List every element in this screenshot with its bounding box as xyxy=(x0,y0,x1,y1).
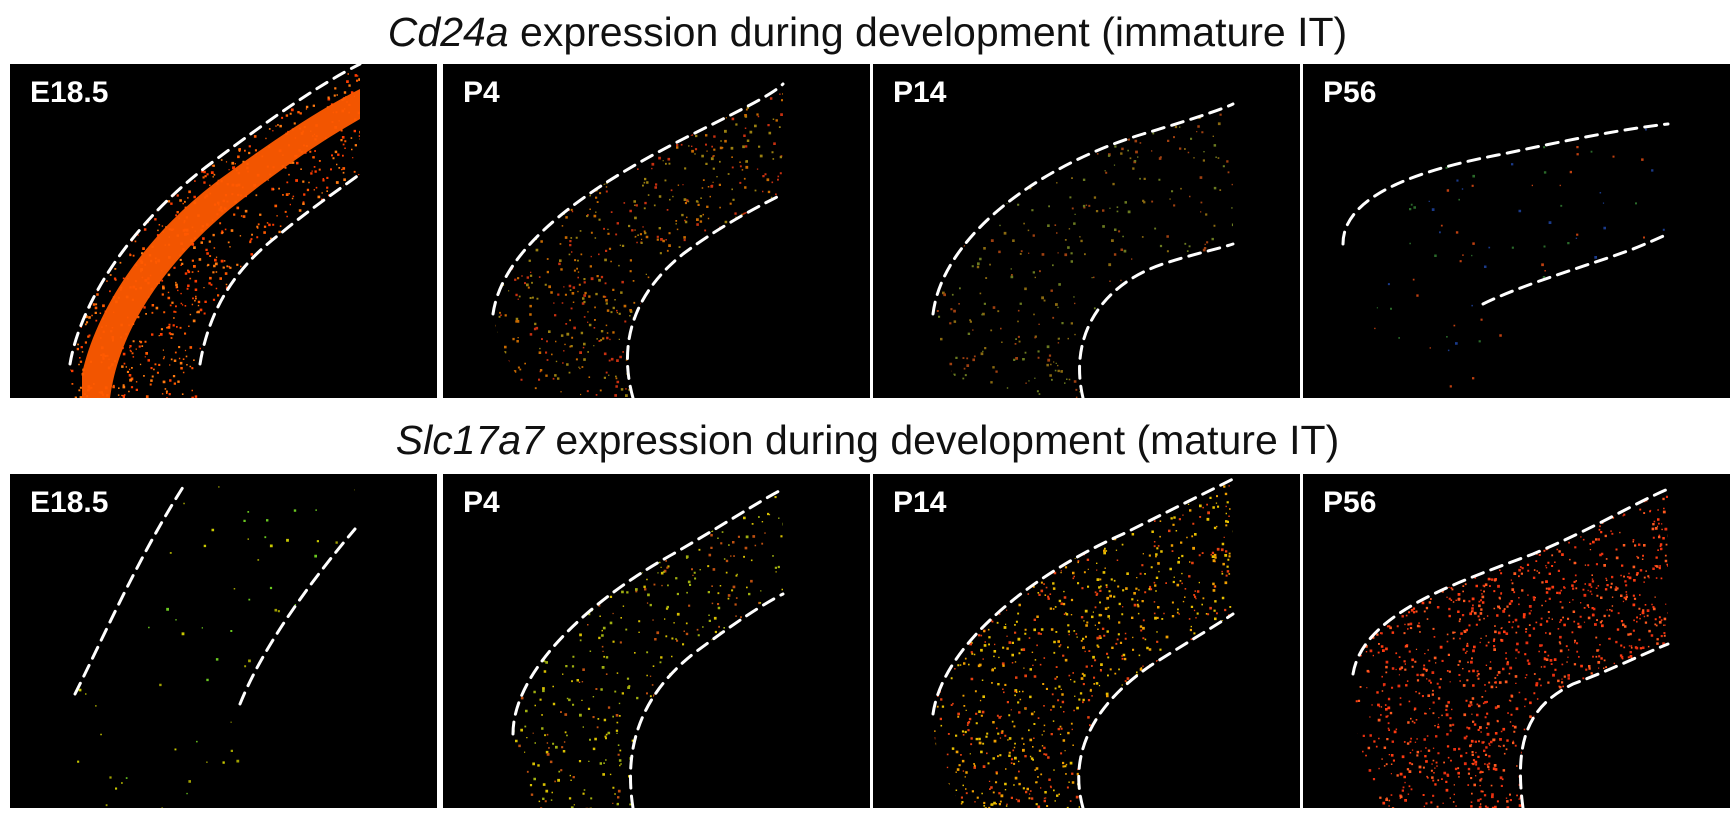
gene-name: Slc17a7 xyxy=(395,417,544,463)
panel-cd24a-p56: P56 xyxy=(1303,64,1730,398)
cortex-outer-boundary xyxy=(1351,487,1670,676)
panel-slc17a7-p14: P14 xyxy=(873,474,1300,808)
panel-label: P4 xyxy=(463,76,500,109)
panel-cd24a-p4: P4 xyxy=(443,64,870,398)
expression-image xyxy=(511,487,785,808)
cortex-outer-boundary xyxy=(931,477,1235,716)
expression-image xyxy=(70,482,357,808)
expression-image xyxy=(1341,122,1670,398)
expression-signal xyxy=(493,84,783,398)
cortex-outer-boundary xyxy=(931,102,1235,316)
expression-signal xyxy=(513,489,783,808)
cortex-inner-boundary xyxy=(626,192,785,398)
panel-label: P14 xyxy=(893,76,947,109)
expression-image xyxy=(68,64,362,398)
cortex-inner-boundary xyxy=(1481,232,1670,306)
expression-signal xyxy=(933,104,1233,398)
cortex-inner-boundary xyxy=(238,527,357,706)
panel-slc17a7-e18-5: E18.5 xyxy=(10,474,437,808)
panel-label: E18.5 xyxy=(30,486,109,519)
expression-image xyxy=(1351,487,1670,808)
expression-signal xyxy=(70,64,360,398)
cortex-outer-boundary xyxy=(491,82,785,316)
dense-expression-layer xyxy=(82,89,360,398)
gene-name: Cd24a xyxy=(387,9,509,55)
expression-image xyxy=(931,102,1235,398)
panel-slc17a7-p56: P56 xyxy=(1303,474,1730,808)
panel-label: P4 xyxy=(463,486,500,519)
cortex-outer-boundary xyxy=(68,64,362,366)
cortex-inner-boundary xyxy=(1077,612,1235,808)
row-title-cd24a: Cd24a expression during development (imm… xyxy=(0,12,1735,53)
expression-signal xyxy=(1353,489,1668,808)
cortex-outer-boundary xyxy=(511,487,785,736)
row-caption: expression during development (mature IT… xyxy=(555,417,1340,463)
panel-label: P56 xyxy=(1323,486,1377,519)
row-caption: expression during development (immature … xyxy=(520,9,1348,55)
panel-label: P56 xyxy=(1323,76,1377,109)
expression-signal xyxy=(1343,124,1668,398)
panel-label: P14 xyxy=(893,486,947,519)
cortex-outer-boundary xyxy=(1341,122,1670,246)
panel-label: E18.5 xyxy=(30,76,109,109)
cortex-inner-boundary xyxy=(1078,242,1235,398)
row-title-slc17a7: Slc17a7 expression during development (m… xyxy=(0,420,1735,461)
cortex-inner-boundary xyxy=(629,592,785,808)
expression-signal xyxy=(70,484,355,808)
expression-image xyxy=(931,477,1235,808)
cortex-inner-boundary xyxy=(1518,642,1670,808)
cortex-outer-boundary xyxy=(73,482,187,696)
panel-cd24a-p14: P14 xyxy=(873,64,1300,398)
cortex-inner-boundary xyxy=(198,172,362,366)
expression-signal xyxy=(933,479,1233,808)
expression-image xyxy=(491,82,785,398)
panel-cd24a-e18-5: E18.5 xyxy=(10,64,437,398)
panel-slc17a7-p4: P4 xyxy=(443,474,870,808)
